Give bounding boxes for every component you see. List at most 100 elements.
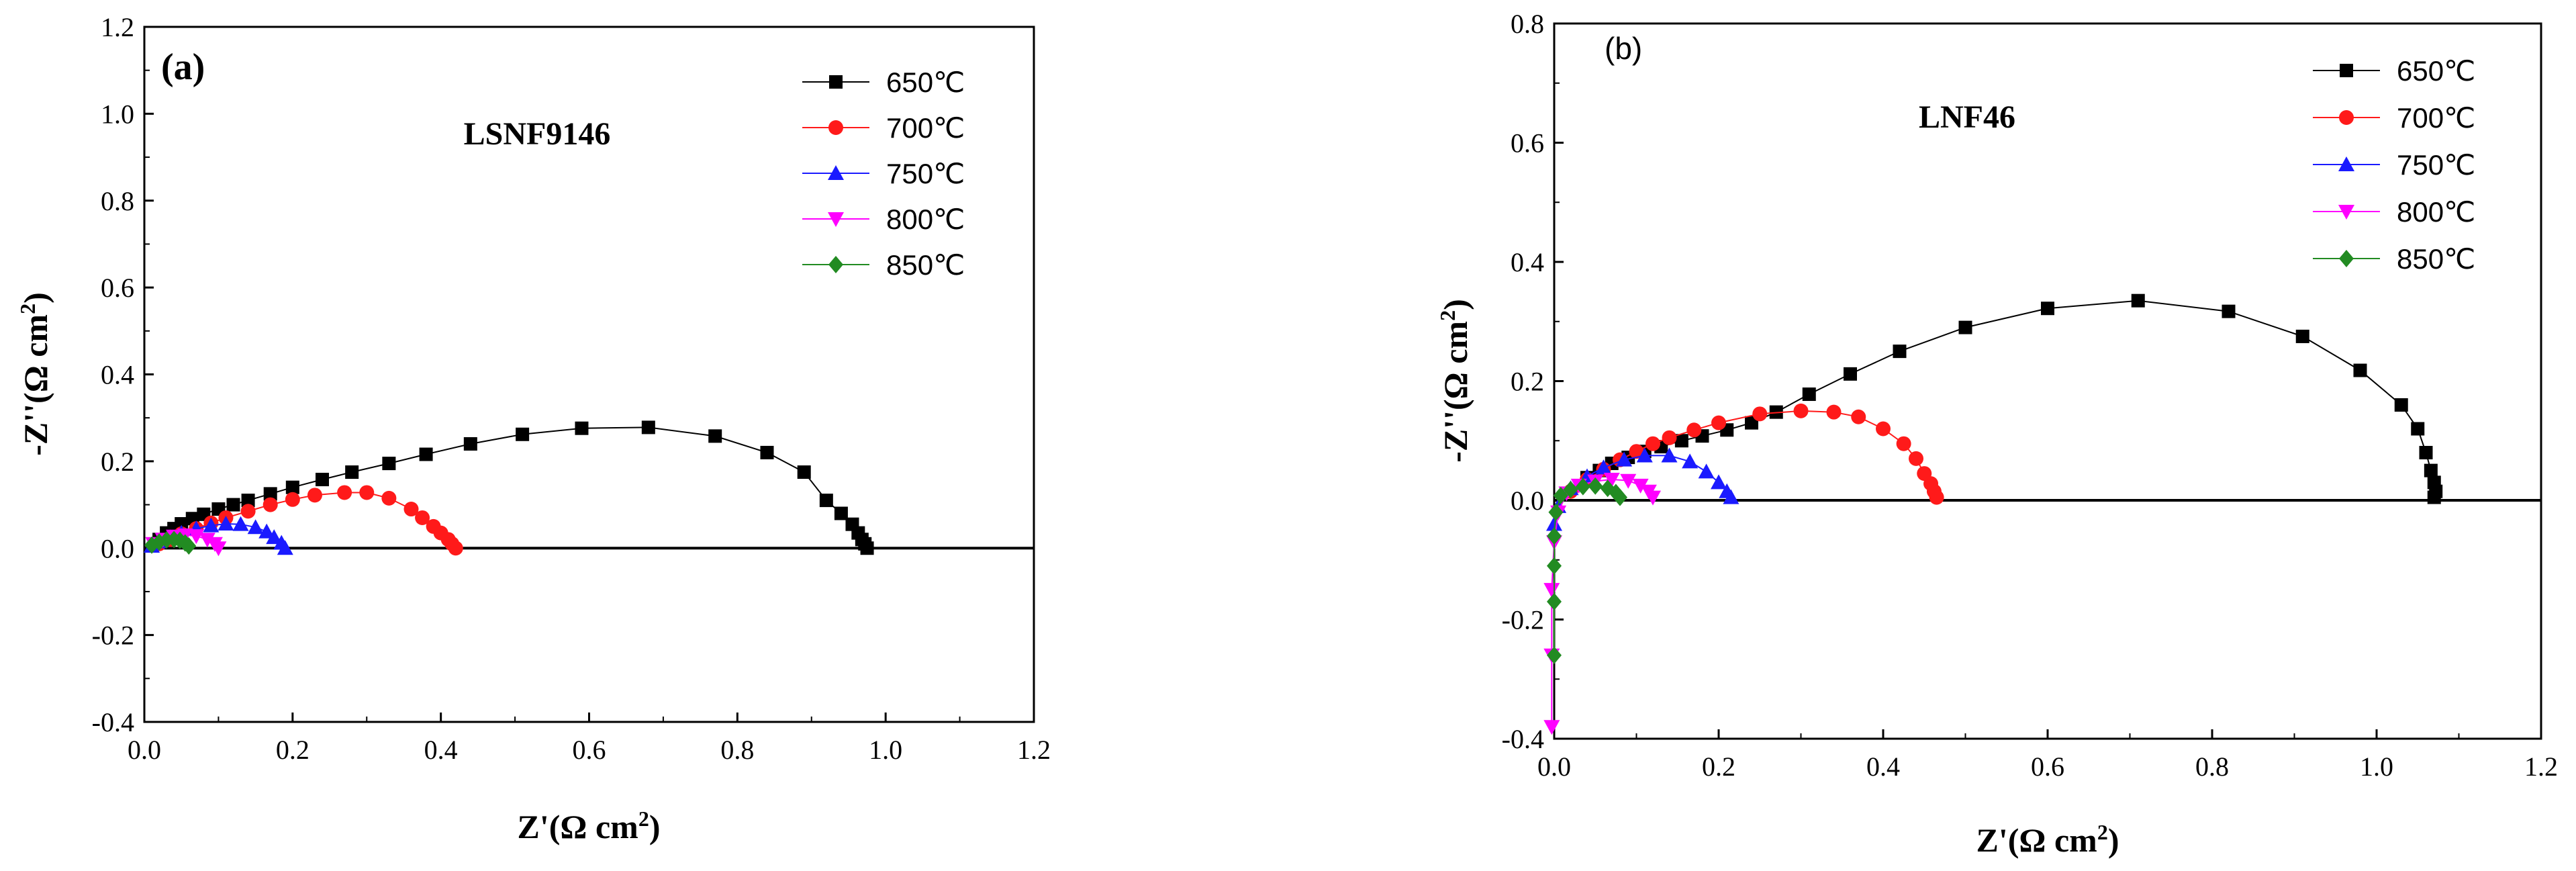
data-point — [203, 517, 220, 533]
sample-name: LSNF9146 — [464, 116, 611, 152]
y-tick-label: 0.8 — [101, 186, 134, 216]
y-tick-label: 0.4 — [101, 360, 134, 390]
data-point — [1543, 583, 1560, 598]
legend-label: 700℃ — [2397, 102, 2475, 134]
data-point — [382, 457, 396, 471]
data-point — [1620, 473, 1637, 489]
data-point — [2041, 302, 2054, 316]
y-tick-label: 0.2 — [101, 447, 134, 477]
data-point — [247, 519, 264, 535]
legend-label: 750℃ — [2397, 149, 2475, 181]
legend-label: 800℃ — [886, 203, 965, 235]
data-point — [1719, 483, 1735, 498]
data-point — [1711, 415, 1726, 430]
data-point — [1600, 479, 1615, 498]
data-point — [1603, 472, 1620, 488]
data-point — [1909, 451, 1923, 466]
legend-label: 750℃ — [886, 158, 965, 189]
data-point — [2411, 422, 2425, 436]
y-tick-label: 0.2 — [1511, 367, 1544, 397]
chart-panel-a: 0.0 0.2 0.4 0.6 0.8 1.0 1.2 -0.4 -0.2 0.0 0.2 0.4 0.… — [15, 12, 1051, 845]
legend-label: 850℃ — [2397, 243, 2475, 275]
x-tick-label: 1.0 — [869, 735, 902, 765]
data-point — [2419, 446, 2433, 459]
x-tick-label: 0.2 — [276, 735, 309, 765]
legend-entry: 850℃ — [2313, 243, 2475, 275]
data-point — [1547, 557, 1562, 575]
legend-entry: 850℃ — [802, 249, 965, 281]
legend-entry: 800℃ — [2313, 196, 2475, 228]
x-tick-label: 0.2 — [1702, 751, 1735, 782]
series-650℃ — [152, 420, 874, 555]
x-tick-label: 0.0 — [1537, 751, 1571, 782]
data-point — [1793, 403, 1809, 418]
data-point — [1844, 367, 1857, 381]
data-point — [1682, 453, 1699, 469]
x-tick-label: 0.6 — [2031, 751, 2064, 782]
data-point — [1543, 720, 1560, 735]
data-point — [1752, 406, 1768, 422]
data-point — [419, 447, 433, 461]
legend-entry: 700℃ — [2313, 102, 2475, 134]
data-point — [1711, 474, 1727, 490]
legend-marker — [829, 75, 843, 89]
y-tick-label: 0.0 — [101, 533, 134, 563]
x-axis-label: Z'(Ω cm2) — [1976, 820, 2119, 859]
data-point — [1893, 345, 1907, 359]
legend-marker — [828, 256, 843, 273]
data-point — [426, 518, 441, 534]
data-point — [188, 529, 205, 545]
legend-marker — [828, 165, 844, 180]
panel-label: (a) — [161, 46, 205, 88]
data-point — [1547, 527, 1562, 545]
data-point — [1575, 477, 1590, 496]
data-point — [834, 506, 848, 520]
data-point — [1661, 447, 1678, 463]
data-point — [2394, 398, 2408, 412]
data-point — [1616, 451, 1633, 467]
data-point — [285, 480, 299, 494]
legend-entry: 800℃ — [802, 203, 965, 235]
data-point — [241, 494, 255, 508]
x-tick-label: 1.2 — [1017, 735, 1051, 765]
data-point — [1745, 416, 1758, 430]
data-point — [819, 494, 833, 508]
data-point — [273, 535, 290, 550]
legend-marker — [2339, 110, 2354, 125]
y-tick-label: 0.6 — [101, 273, 134, 303]
data-point — [1636, 447, 1653, 463]
data-point — [1958, 320, 1972, 334]
data-point — [2295, 329, 2309, 343]
data-point — [1548, 503, 1564, 521]
data-point — [285, 492, 300, 507]
data-point — [1876, 421, 1891, 437]
data-point — [381, 490, 397, 506]
data-point — [845, 517, 859, 531]
y-tick-label: -0.2 — [1502, 605, 1544, 635]
x-tick-label: 0.4 — [424, 735, 458, 765]
legend-entry: 650℃ — [802, 66, 965, 98]
data-point — [266, 529, 283, 545]
series-line — [1551, 478, 1654, 727]
data-point — [226, 498, 240, 512]
x-tick-label: 0.6 — [573, 735, 606, 765]
data-point — [218, 516, 234, 531]
y-tick-label: 0.6 — [1511, 128, 1544, 158]
y-tick-label: -0.4 — [1502, 724, 1544, 754]
legend-marker — [2340, 64, 2353, 77]
data-point — [415, 510, 430, 525]
data-point — [1547, 646, 1562, 664]
data-point — [2131, 293, 2145, 308]
x-tick-label: 1.0 — [2360, 751, 2393, 782]
data-point — [760, 445, 774, 459]
data-point — [1546, 516, 1562, 531]
data-point — [1826, 404, 1842, 420]
data-point — [337, 485, 352, 500]
plot-frame — [1553, 22, 2542, 740]
y-tick-label: -0.4 — [92, 707, 134, 737]
series-850℃ — [144, 531, 197, 555]
data-point — [2427, 475, 2441, 490]
data-point — [307, 488, 322, 503]
legend-marker — [828, 212, 844, 227]
